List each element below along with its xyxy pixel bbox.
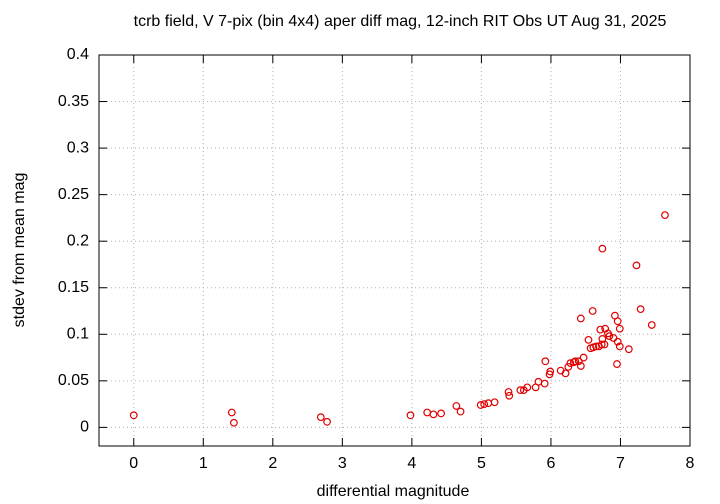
- point: [598, 244, 607, 253]
- y-tick-label: 0.1: [67, 326, 89, 343]
- point: [579, 353, 588, 362]
- point: [423, 408, 432, 417]
- y-tick-label: 0.05: [58, 372, 89, 389]
- point: [490, 398, 499, 407]
- point: [584, 335, 593, 344]
- point: [406, 411, 415, 420]
- point: [505, 391, 514, 400]
- x-tick-label: 8: [686, 455, 695, 472]
- x-tick-label: 6: [546, 455, 555, 472]
- point: [323, 417, 331, 426]
- plot-frame: [98, 54, 691, 447]
- point: [613, 360, 621, 368]
- point: [541, 357, 550, 366]
- point: [597, 340, 606, 349]
- x-tick-label: 2: [268, 455, 277, 472]
- point: [476, 401, 485, 409]
- x-tick-label: 0: [129, 455, 138, 472]
- point: [647, 321, 656, 329]
- point: [636, 305, 645, 314]
- x-tick-label: 3: [338, 455, 347, 472]
- point: [316, 413, 325, 422]
- point: [569, 358, 578, 367]
- x-tick-label: 4: [407, 455, 416, 472]
- point: [613, 317, 622, 326]
- point: [615, 324, 624, 333]
- point: [600, 340, 609, 349]
- point: [546, 367, 555, 376]
- point: [504, 388, 513, 396]
- point: [564, 362, 573, 371]
- x-tick-label: 5: [477, 455, 486, 472]
- point: [588, 307, 597, 315]
- point: [129, 411, 138, 420]
- point: [534, 377, 543, 386]
- point: [523, 383, 532, 392]
- point: [480, 400, 489, 409]
- point: [576, 362, 585, 370]
- y-axis-label: stdev from mean mag: [11, 173, 28, 328]
- point: [624, 345, 633, 354]
- y-tick-label: 0.35: [58, 93, 89, 110]
- point: [229, 418, 238, 427]
- point: [632, 261, 641, 270]
- point: [574, 357, 583, 366]
- y-tick-label: 0: [80, 419, 89, 436]
- point: [615, 342, 624, 351]
- point: [561, 369, 570, 378]
- point: [227, 408, 236, 417]
- point: [540, 379, 549, 388]
- chart-title: tcrb field, V 7-pix (bin 4x4) aper diff …: [134, 13, 667, 30]
- point: [452, 402, 461, 410]
- point: [605, 332, 614, 341]
- point: [516, 386, 525, 395]
- y-tick-label: 0.25: [58, 186, 89, 203]
- point: [576, 314, 585, 323]
- y-tick-label: 0.2: [67, 232, 89, 249]
- point: [571, 357, 580, 366]
- x-tick-label: 7: [616, 455, 625, 472]
- x-axis-label: differential magnitude: [317, 483, 470, 500]
- point: [609, 334, 618, 342]
- point: [484, 399, 493, 408]
- y-tick-label: 0.3: [67, 139, 89, 156]
- point: [661, 211, 669, 220]
- point: [613, 337, 622, 346]
- point: [566, 359, 575, 368]
- point: [456, 407, 465, 416]
- x-tick-label: 1: [199, 455, 208, 472]
- point: [437, 409, 445, 418]
- point: [596, 325, 605, 334]
- point: [429, 410, 438, 419]
- y-tick-label: 0.15: [58, 279, 89, 296]
- y-tick-label: 0.4: [67, 46, 89, 63]
